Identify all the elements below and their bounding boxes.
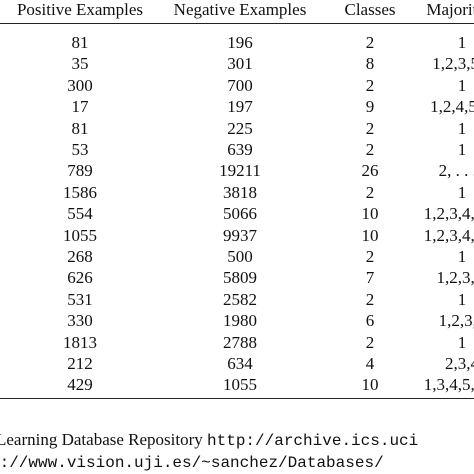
table-cell: 197 [227, 97, 253, 117]
table-cell: 5066 [223, 204, 257, 224]
table-cell: 1 [457, 289, 467, 309]
table-cell: 1 [457, 118, 467, 138]
header-cell: Positive Examples [16, 0, 144, 19]
table-cell: 35 [71, 54, 89, 74]
header-cell: Majority c [426, 0, 474, 19]
table-cell: 2 [365, 140, 375, 159]
table-cell: 554 [67, 204, 93, 224]
table-cell: 1 [457, 33, 467, 52]
table-cell: 19211 [219, 161, 261, 181]
table-cell: 2 [365, 289, 375, 309]
table-cell: 1586 [63, 182, 97, 202]
table-cell: 6 [365, 311, 375, 331]
table-cell: 26 [361, 161, 379, 181]
table-cell: 330 [67, 311, 93, 331]
table-cell: 2,3,4 [445, 354, 474, 373]
table-cell: 4 [365, 354, 375, 373]
table-cell: 8 [365, 54, 375, 74]
table-cell: 268 [67, 247, 93, 266]
footer-url: p://www.vision.uji.es/~sanchez/Databases… [0, 454, 384, 472]
table-cell: 1,2,3,4,5,7, [423, 225, 474, 245]
table-cell: 1,2,4,5,6, [430, 97, 474, 117]
table-cell: 196 [227, 33, 253, 52]
table-cell: 2 [365, 118, 375, 138]
table-cell: 2 [365, 33, 375, 52]
table-cell: 225 [227, 118, 253, 138]
table-cell: 2582 [223, 289, 257, 309]
table-cell: 2 [365, 247, 375, 266]
table-cell: 5809 [223, 268, 257, 288]
table-cell: 2, . . . , [438, 161, 474, 181]
table-cell: 1055 [223, 375, 257, 395]
header-cell: Classes [344, 0, 396, 19]
table-cell: 7 [365, 268, 375, 288]
table-cell: 2788 [223, 332, 257, 352]
footer-text: Learning Database Repository [0, 430, 203, 449]
table-cell: 301 [227, 54, 253, 74]
bottom-rule [0, 398, 474, 399]
table-cell: 1,2,3,5,6 [432, 54, 474, 74]
table-cell: 1 [457, 140, 467, 159]
table-cell: 10 [361, 375, 379, 395]
table-cell: 300 [67, 75, 93, 95]
table-cell: 2 [365, 75, 375, 95]
table-cell: 1,3,4,5,6,7, [423, 375, 474, 395]
table-cell: 9937 [223, 225, 257, 245]
table-cell: 639 [227, 140, 253, 159]
table-cell: 1,2,3,4,5,6, [423, 204, 474, 224]
table-cell: 500 [227, 247, 253, 266]
table-cell: 212 [67, 354, 93, 373]
table-cell: 626 [67, 268, 93, 288]
table-cell: 10 [361, 225, 379, 245]
table-cell: 9 [365, 97, 375, 117]
table-cell: 81 [71, 33, 89, 52]
table-cell: 2 [365, 332, 375, 352]
table-cell: 10 [361, 204, 379, 224]
table-cell: 1055 [63, 225, 97, 245]
table-cell: 1813 [63, 332, 97, 352]
footer-url: http://archive.ics.uci [207, 432, 419, 450]
header-cell: Negative Examples [173, 0, 307, 19]
table-cell: 1 [457, 332, 467, 352]
table-cell: 1 [457, 247, 467, 266]
table-cell: 1,2,3,4 [438, 311, 474, 331]
table-cell: 1 [457, 182, 467, 202]
table-cell: 17 [71, 97, 89, 117]
table-cell: 1980 [223, 311, 257, 331]
table-cell: 2 [365, 182, 375, 202]
table-cell: 1,2,3,5, [436, 268, 474, 288]
table-cell: 81 [71, 118, 89, 138]
table-cell: 634 [227, 354, 253, 373]
header-rule [0, 23, 474, 24]
table-cell: 53 [71, 140, 89, 159]
footer-line: Learning Database Repository http://arch… [0, 430, 418, 451]
table-cell: 789 [67, 161, 93, 181]
table-cell: 1 [457, 75, 467, 95]
table-cell: 3818 [223, 182, 257, 202]
table-cell: 531 [67, 289, 93, 309]
table-cell: 700 [227, 75, 253, 95]
table-cell: 429 [67, 375, 93, 395]
